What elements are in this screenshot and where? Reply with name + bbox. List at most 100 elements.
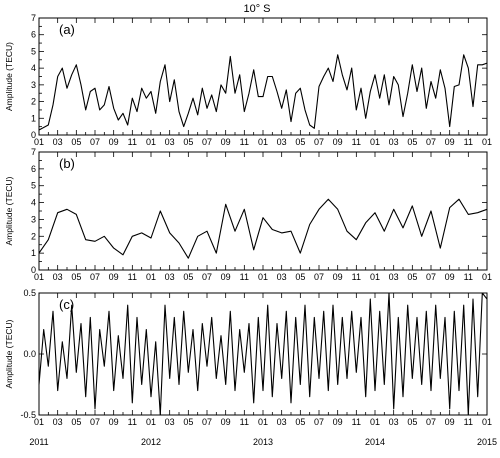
x-tick-label: 05: [295, 417, 305, 427]
x-tick-label: 09: [221, 137, 231, 147]
x-tick-label: 09: [333, 137, 343, 147]
x-tick-label: 09: [109, 417, 119, 427]
x-tick-label: 07: [314, 137, 324, 147]
x-tick-label: 09: [445, 272, 455, 282]
x-tick-label: 11: [128, 417, 137, 427]
x-tick-label: 11: [352, 137, 361, 147]
x-tick-label: 03: [389, 272, 399, 282]
x-tick-label: 01: [482, 272, 492, 282]
y-tick-label: 0: [31, 265, 36, 275]
year-label: 2011: [29, 437, 48, 447]
y-tick-label: 2: [31, 231, 36, 241]
x-tick-label: 09: [445, 417, 455, 427]
x-tick-label: 03: [53, 137, 63, 147]
x-tick-label: 05: [183, 137, 193, 147]
x-tick-label: 01: [370, 137, 380, 147]
x-tick-label: 01: [258, 272, 268, 282]
x-tick-label: 09: [445, 137, 455, 147]
x-tick-label: 01: [34, 417, 44, 427]
x-tick-label: 07: [426, 137, 436, 147]
year-label: 2015: [477, 437, 497, 447]
x-tick-label: 03: [53, 417, 63, 427]
x-tick-label: 03: [389, 417, 399, 427]
x-tick-label: 01: [258, 417, 268, 427]
x-tick-label: 11: [352, 417, 361, 427]
x-tick-label: 07: [426, 272, 436, 282]
x-tick-label: 09: [333, 272, 343, 282]
y-tick-label: 3: [31, 80, 36, 90]
x-tick-label: 07: [202, 417, 212, 427]
x-tick-label: 11: [240, 417, 249, 427]
x-tick-label: 11: [464, 137, 473, 147]
panel-tag: (c): [59, 297, 74, 312]
x-tick-label: 11: [240, 272, 249, 282]
x-tick-label: 05: [183, 417, 193, 427]
x-tick-label: 05: [295, 272, 305, 282]
x-tick-label: 01: [370, 272, 380, 282]
y-tick-label: 4: [31, 198, 36, 208]
panel-tag: (b): [59, 156, 75, 171]
year-label: 2014: [365, 437, 385, 447]
x-tick-label: 07: [202, 272, 212, 282]
y-tick-label: 7: [31, 147, 36, 157]
x-tick-label: 07: [314, 272, 324, 282]
x-tick-label: 01: [146, 417, 156, 427]
y-tick-label: 0.0: [23, 349, 36, 359]
x-tick-label: 05: [71, 417, 81, 427]
y-tick-label: 3: [31, 214, 36, 224]
y-tick-label: 5: [31, 181, 36, 191]
x-tick-label: 11: [128, 137, 137, 147]
series-line: [38, 198, 488, 259]
x-tick-label: 03: [165, 272, 175, 282]
x-tick-label: 03: [165, 417, 175, 427]
x-tick-label: 01: [258, 137, 268, 147]
x-tick-label: 01: [482, 417, 492, 427]
x-tick-label: 01: [370, 417, 380, 427]
panel-frame: [38, 151, 488, 271]
y-tick-label: -0.5: [20, 410, 36, 420]
x-tick-label: 11: [464, 417, 473, 427]
y-tick-label: 6: [31, 30, 36, 40]
x-tick-label: 07: [90, 137, 100, 147]
x-tick-label: 01: [34, 137, 44, 147]
series-line: [38, 292, 488, 416]
x-tick-label: 03: [277, 272, 287, 282]
x-tick-label: 05: [183, 272, 193, 282]
year-label: 2013: [253, 437, 273, 447]
x-tick-label: 07: [90, 417, 100, 427]
x-tick-label: 07: [202, 137, 212, 147]
x-tick-label: 01: [146, 272, 156, 282]
year-label: 2012: [141, 437, 161, 447]
y-tick-label: 4: [31, 63, 36, 73]
y-tick-label: 2: [31, 97, 36, 107]
x-tick-label: 05: [407, 417, 417, 427]
x-tick-label: 11: [128, 272, 137, 282]
x-tick-label: 09: [333, 417, 343, 427]
y-tick-label: 0.5: [23, 288, 36, 298]
panel-3: -0.5 0.0 0.5 01 03 05 07 09 11 01 03 05 07 09 11 01 03 05…: [4, 288, 497, 447]
figure-title: 10° S: [243, 3, 270, 15]
x-tick-label: 07: [90, 272, 100, 282]
x-tick-label: 11: [352, 272, 361, 282]
series-line: [38, 54, 488, 131]
panel-tag: (a): [59, 22, 75, 37]
x-tick-label: 03: [277, 137, 287, 147]
y-tick-label: 6: [31, 164, 36, 174]
x-tick-label: 07: [314, 417, 324, 427]
x-tick-label: 03: [165, 137, 175, 147]
y-tick-label: 1: [31, 248, 36, 258]
x-tick-label: 03: [53, 272, 63, 282]
x-tick-label: 11: [240, 137, 249, 147]
x-tick-label: 09: [109, 137, 119, 147]
x-tick-label: 11: [464, 272, 473, 282]
x-tick-label: 09: [109, 272, 119, 282]
y-tick-label: 7: [31, 13, 36, 23]
x-tick-label: 03: [389, 137, 399, 147]
x-tick-label: 09: [221, 417, 231, 427]
x-tick-label: 01: [34, 272, 44, 282]
x-tick-label: 09: [221, 272, 231, 282]
